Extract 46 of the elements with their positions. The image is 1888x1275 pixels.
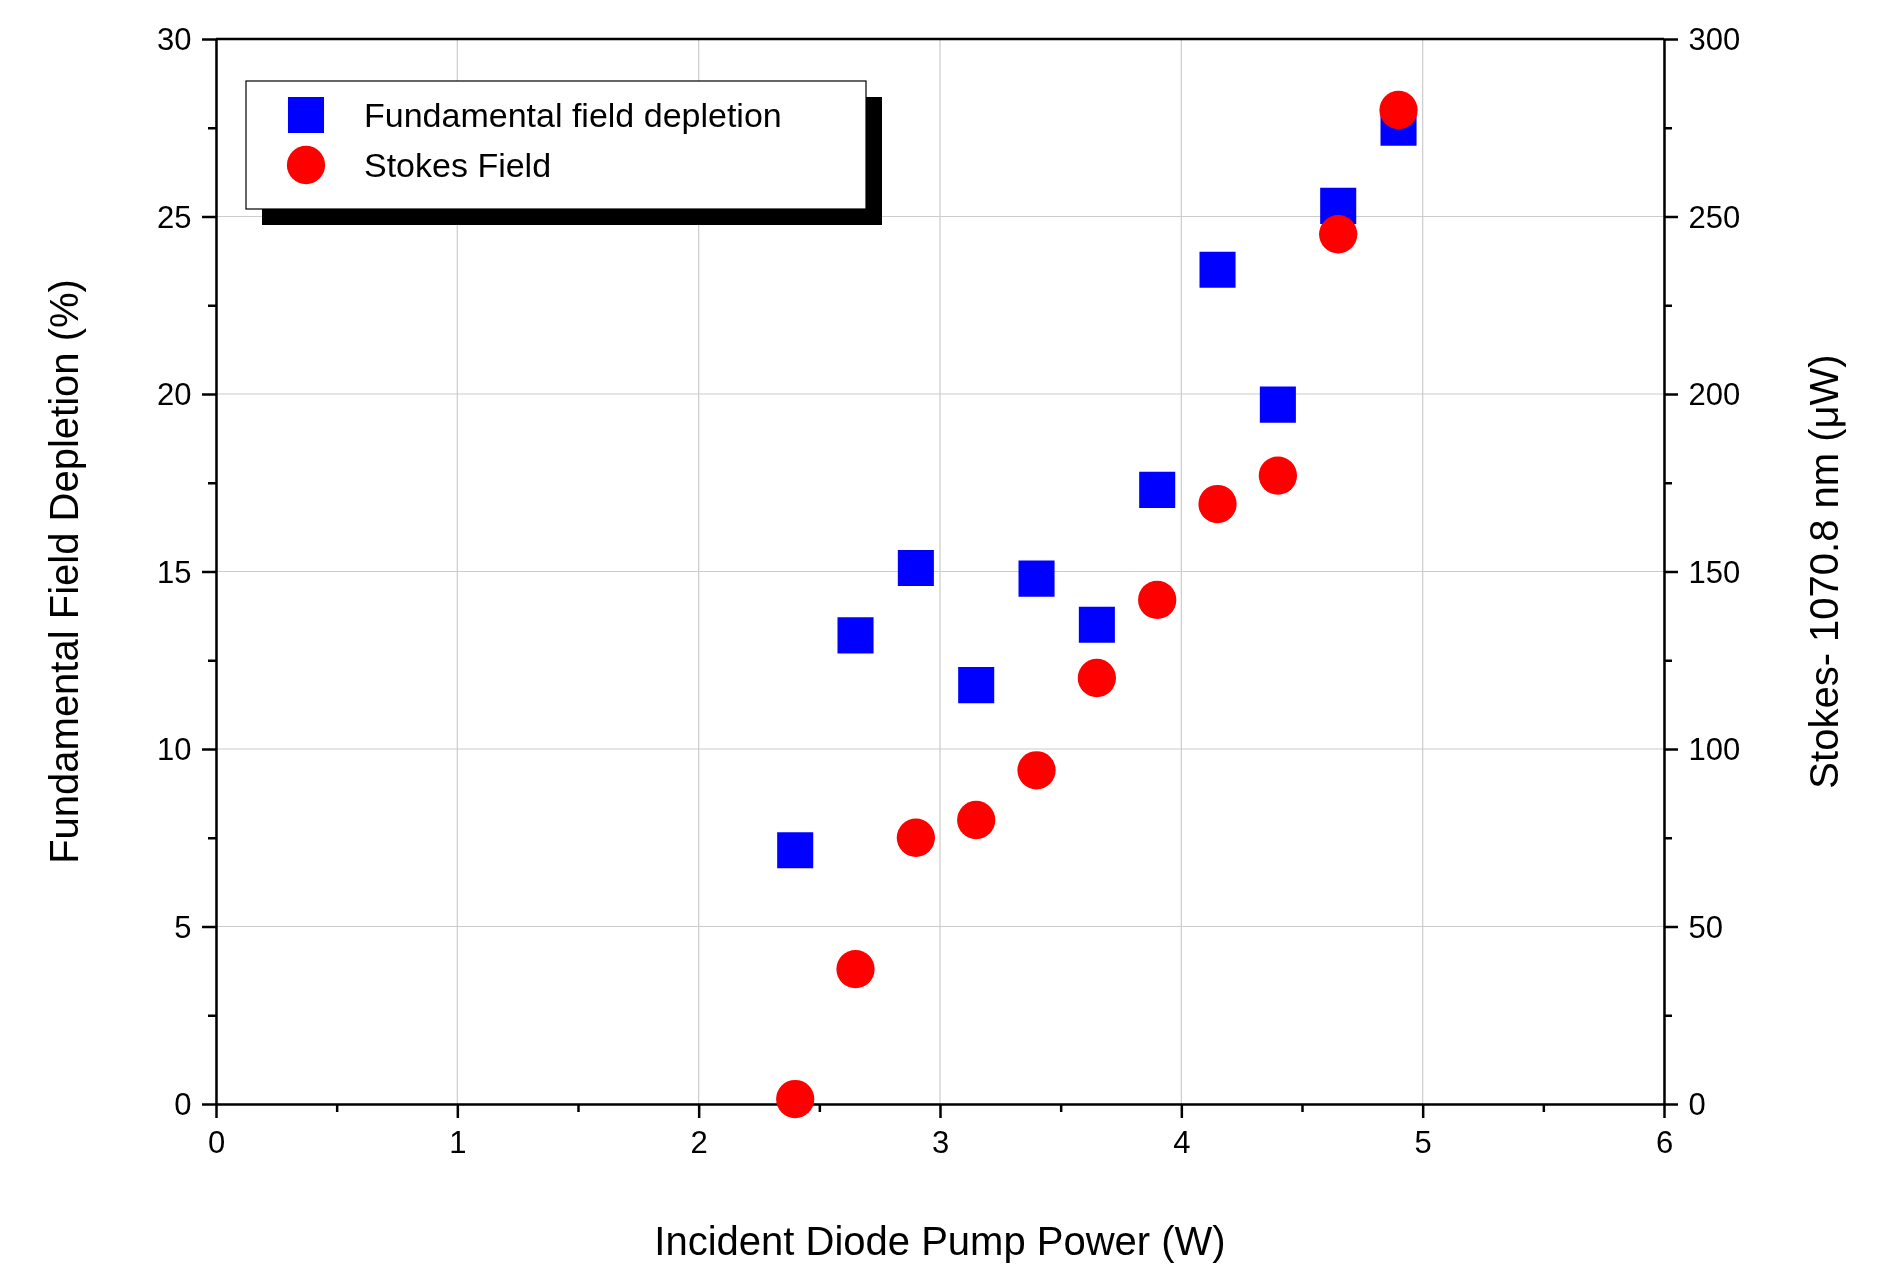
point <box>897 549 934 586</box>
point <box>957 800 996 840</box>
x-tick-label: 6 <box>1655 1125 1674 1161</box>
point <box>1139 471 1176 508</box>
point <box>1258 456 1297 495</box>
point <box>1078 606 1115 643</box>
point <box>1077 658 1116 698</box>
y-tick-label: 30 <box>157 22 192 58</box>
point <box>776 1079 815 1119</box>
y2-tick-label: 100 <box>1688 732 1741 768</box>
y2-tick-label: 300 <box>1688 22 1741 58</box>
x-tick-label: 5 <box>1414 1125 1432 1161</box>
y2-tick-label: 50 <box>1688 909 1723 945</box>
y-tick-label: 20 <box>157 377 192 413</box>
y-tick-label: 25 <box>157 199 192 235</box>
x-tick-label: 2 <box>690 1125 708 1161</box>
point <box>1259 386 1296 423</box>
x-tick-label: 3 <box>931 1125 950 1161</box>
y-tick-label: 5 <box>174 909 192 945</box>
point <box>1017 751 1056 790</box>
y2-tick-label: 0 <box>1688 1087 1706 1123</box>
y2-axis-title: Stokes- 1070.8 nm (μW) <box>1802 354 1846 789</box>
point <box>1138 580 1177 619</box>
point <box>896 818 935 857</box>
point <box>777 832 814 869</box>
legend-label: Fundamental field depletion <box>364 95 782 134</box>
y2-tick-label: 150 <box>1688 554 1741 590</box>
point <box>836 950 875 989</box>
point <box>1018 560 1055 597</box>
x-tick-label: 4 <box>1173 1125 1191 1161</box>
legend-label: Stokes Field <box>364 145 552 184</box>
point <box>837 617 874 654</box>
y2-tick-label: 250 <box>1688 199 1741 235</box>
y-tick-label: 10 <box>157 732 192 768</box>
x-axis-title: Incident Diode Pump Power (W) <box>654 1219 1226 1263</box>
x-tick-label: 1 <box>449 1125 467 1161</box>
x-tick-label: 0 <box>207 1125 226 1161</box>
point <box>1199 251 1236 288</box>
y-tick-label: 15 <box>157 554 192 590</box>
y-tick-label: 0 <box>174 1087 192 1123</box>
point <box>1379 90 1418 130</box>
point <box>1319 215 1358 254</box>
y-axis-title: Fundamental Field Depletion (%) <box>42 279 86 864</box>
point <box>958 667 995 704</box>
point <box>1198 484 1237 524</box>
y2-tick-label: 200 <box>1688 377 1741 413</box>
